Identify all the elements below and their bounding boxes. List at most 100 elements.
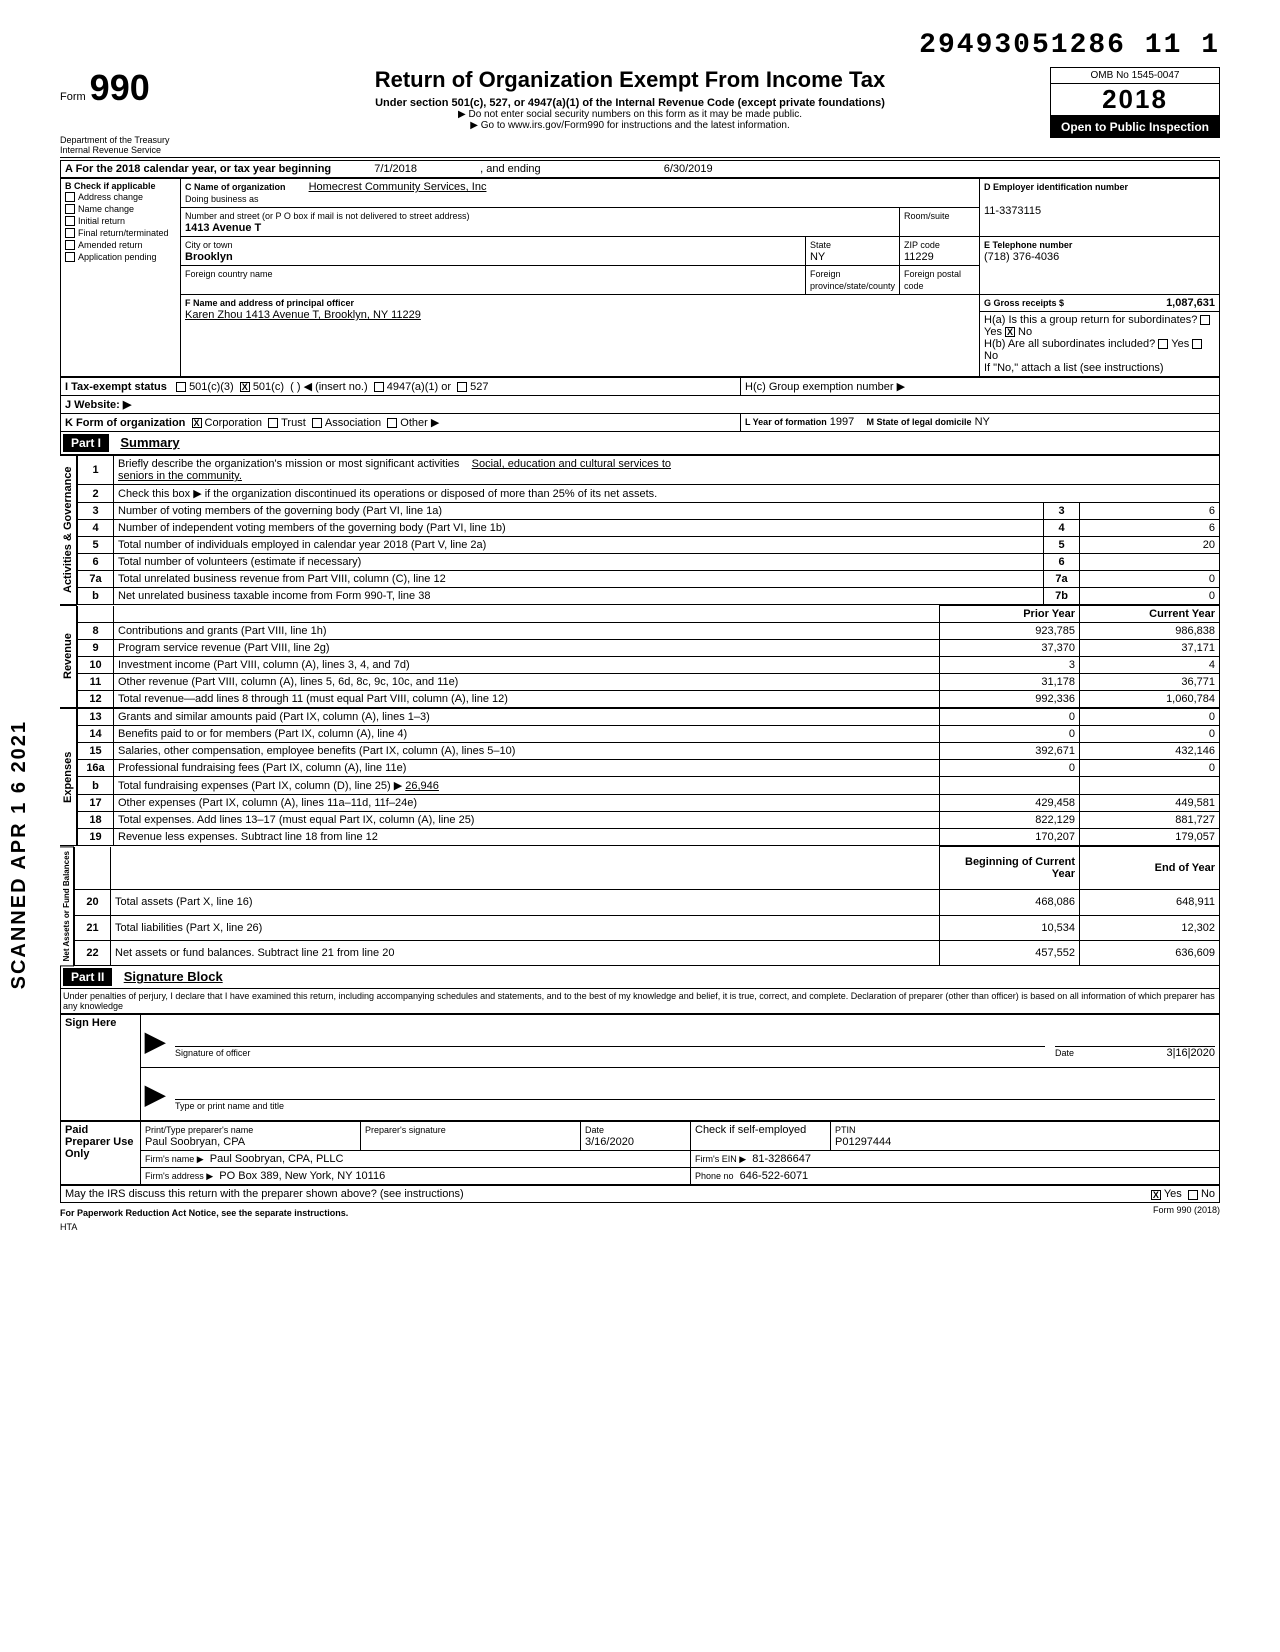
row-h-a: H(a) Is this a group return for subordin… — [984, 314, 1197, 326]
chk-trust[interactable] — [268, 418, 278, 428]
side-governance: Activities & Governance — [60, 455, 77, 605]
phone: (718) 376-4036 — [984, 251, 1059, 263]
form-title: Return of Organization Exempt From Incom… — [222, 67, 1038, 93]
row-a-begin: 7/1/2018 — [374, 163, 417, 175]
governance-table: 1 Briefly describe the organization's mi… — [77, 455, 1220, 605]
line6-val — [1080, 554, 1220, 571]
line11-cur: 36,771 — [1080, 674, 1220, 691]
chk-hb-yes[interactable] — [1158, 339, 1168, 349]
part2-header: Part II — [63, 968, 112, 986]
year-formation: 1997 — [830, 416, 854, 428]
line15-prior: 392,671 — [940, 743, 1080, 760]
line19-prior: 170,207 — [940, 829, 1080, 846]
line19-cur: 179,057 — [1080, 829, 1220, 846]
line4-box: 4 — [1044, 520, 1080, 537]
row-a-tax-year: A For the 2018 calendar year, or tax yea… — [60, 160, 1220, 178]
sig-officer-lbl: Signature of officer — [175, 1048, 250, 1058]
dept-treasury: Department of the Treasury — [60, 135, 210, 145]
line8-lbl: Contributions and grants (Part VIII, lin… — [114, 623, 940, 640]
line14-lbl: Benefits paid to or for members (Part IX… — [114, 726, 940, 743]
state-domicile: NY — [975, 416, 990, 428]
row-h-c: H(c) Group exemption number ▶ — [741, 378, 1220, 396]
line1-lbl: Briefly describe the organization's miss… — [118, 458, 459, 470]
chk-amended[interactable] — [65, 240, 75, 250]
dept-irs: Internal Revenue Service — [60, 145, 210, 155]
form-note-2: ▶ Go to www.irs.gov/Form990 for instruct… — [222, 120, 1038, 131]
line3-lbl: Number of voting members of the governin… — [114, 503, 1044, 520]
col-prior: Prior Year — [940, 606, 1080, 623]
lbl-name-change: Name change — [78, 204, 134, 214]
line15-lbl: Salaries, other compensation, employee b… — [114, 743, 940, 760]
chk-501c[interactable] — [240, 382, 250, 392]
line16b-lbl: Total fundraising expenses (Part IX, col… — [118, 780, 402, 792]
chk-initial-return[interactable] — [65, 216, 75, 226]
chk-4947[interactable] — [374, 382, 384, 392]
row-j-lbl: J Website: ▶ — [65, 399, 131, 411]
lbl-501c: 501(c) — [253, 381, 284, 393]
chk-name-change[interactable] — [65, 204, 75, 214]
chk-discuss-no[interactable] — [1188, 1190, 1198, 1200]
line11-lbl: Other revenue (Part VIII, column (A), li… — [114, 674, 940, 691]
line16a-prior: 0 — [940, 760, 1080, 777]
line3-box: 3 — [1044, 503, 1080, 520]
line7a-lbl: Total unrelated business revenue from Pa… — [114, 571, 1044, 588]
line1-val2: seniors in the community. — [118, 470, 242, 482]
foreign-prov-lbl: Foreign province/state/county — [810, 269, 895, 291]
signature-block: Sign Here ▶ Signature of officer Date 3|… — [60, 1014, 1220, 1121]
chk-address-change[interactable] — [65, 192, 75, 202]
line16b-val: 26,946 — [405, 780, 439, 792]
col-begin: Beginning of Current Year — [940, 847, 1080, 890]
paperwork-notice: For Paperwork Reduction Act Notice, see … — [60, 1208, 348, 1218]
chk-527[interactable] — [457, 382, 467, 392]
lbl-4947: 4947(a)(1) or — [387, 381, 451, 393]
chk-assoc[interactable] — [312, 418, 322, 428]
chk-app-pending[interactable] — [65, 252, 75, 262]
lbl-address-change: Address change — [78, 192, 143, 202]
line6-box: 6 — [1044, 554, 1080, 571]
chk-other[interactable] — [387, 418, 397, 428]
sign-here-label: Sign Here — [61, 1015, 141, 1121]
line9-prior: 37,370 — [940, 640, 1080, 657]
line21-prior: 10,534 — [940, 915, 1080, 940]
firm-addr: PO Box 389, New York, NY 10116 — [219, 1170, 385, 1182]
tax-year: 2018 — [1050, 84, 1220, 116]
top-document-id: 29493051286 11 1 — [60, 30, 1220, 61]
line22-lbl: Net assets or fund balances. Subtract li… — [111, 941, 940, 966]
line21-cur: 12,302 — [1080, 915, 1220, 940]
lbl-initial-return: Initial return — [78, 216, 125, 226]
chk-ha-no[interactable] — [1005, 327, 1015, 337]
room-lbl: Room/suite — [904, 211, 950, 221]
chk-corp[interactable] — [192, 418, 202, 428]
line18-lbl: Total expenses. Add lines 13–17 (must eq… — [114, 812, 940, 829]
line9-cur: 37,171 — [1080, 640, 1220, 657]
row-a-mid: , and ending — [480, 163, 541, 175]
foreign-country-lbl: Foreign country name — [185, 269, 273, 279]
zip: 11229 — [904, 251, 934, 263]
chk-hb-no[interactable] — [1192, 339, 1202, 349]
chk-discuss-yes[interactable] — [1151, 1190, 1161, 1200]
line20-cur: 648,911 — [1080, 890, 1220, 915]
lbl-corp: Corporation — [205, 417, 262, 429]
line22-prior: 457,552 — [940, 941, 1080, 966]
gross-receipts: 1,087,631 — [1166, 297, 1215, 309]
row-k-lbl: K Form of organization — [65, 417, 185, 429]
lbl-final-return: Final return/terminated — [78, 228, 169, 238]
ein: 11-3373115 — [984, 205, 1041, 217]
lbl-trust: Trust — [281, 417, 306, 429]
side-revenue: Revenue — [60, 605, 77, 708]
perjury-declaration: Under penalties of perjury, I declare th… — [60, 989, 1220, 1014]
line8-prior: 923,785 — [940, 623, 1080, 640]
form-note-1: ▶ Do not enter social security numbers o… — [222, 109, 1038, 120]
footer-block: May the IRS discuss this return with the… — [60, 1185, 1220, 1203]
row-g-lbl: G Gross receipts $ — [984, 298, 1064, 308]
line11-prior: 31,178 — [940, 674, 1080, 691]
row-h-b: H(b) Are all subordinates included? — [984, 338, 1155, 350]
chk-501c3[interactable] — [176, 382, 186, 392]
chk-ha-yes[interactable] — [1200, 315, 1210, 325]
city-lbl: City or town — [185, 240, 233, 250]
line20-prior: 468,086 — [940, 890, 1080, 915]
ptin: P01297444 — [835, 1136, 891, 1148]
prep-date: 3/16/2020 — [585, 1136, 634, 1148]
chk-final-return[interactable] — [65, 228, 75, 238]
lbl-501c3: 501(c)(3) — [189, 381, 234, 393]
